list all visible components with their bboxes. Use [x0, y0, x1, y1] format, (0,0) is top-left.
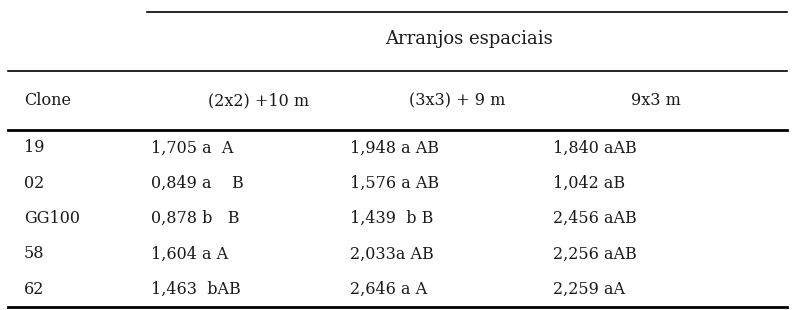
Text: 19: 19: [24, 140, 45, 156]
Text: (2x2) +10 m: (2x2) +10 m: [207, 92, 309, 109]
Text: 1,439  b B: 1,439 b B: [350, 210, 433, 227]
Text: 2,256 aAB: 2,256 aAB: [553, 246, 636, 262]
Text: 1,463  bAB: 1,463 bAB: [151, 281, 241, 298]
Text: 0,849 a    B: 0,849 a B: [151, 175, 244, 192]
Text: 1,604 a A: 1,604 a A: [151, 246, 228, 262]
Text: 1,948 a AB: 1,948 a AB: [350, 140, 439, 156]
Text: 1,840 aAB: 1,840 aAB: [553, 140, 636, 156]
Text: 62: 62: [24, 281, 45, 298]
Text: 02: 02: [24, 175, 44, 192]
Text: Arranjos espaciais: Arranjos espaciais: [385, 30, 553, 48]
Text: 2,259 aA: 2,259 aA: [553, 281, 625, 298]
Text: Clone: Clone: [24, 92, 71, 109]
Text: 9x3 m: 9x3 m: [631, 92, 681, 109]
Text: 1,576 a AB: 1,576 a AB: [350, 175, 439, 192]
Text: (3x3) + 9 m: (3x3) + 9 m: [409, 92, 506, 109]
Text: 1,705 a  A: 1,705 a A: [151, 140, 234, 156]
Text: 2,456 aAB: 2,456 aAB: [553, 210, 636, 227]
Text: 2,033a AB: 2,033a AB: [350, 246, 433, 262]
Text: 2,646 a A: 2,646 a A: [350, 281, 427, 298]
Text: GG100: GG100: [24, 210, 80, 227]
Text: 1,042 aB: 1,042 aB: [553, 175, 625, 192]
Text: 0,878 b   B: 0,878 b B: [151, 210, 239, 227]
Text: 58: 58: [24, 246, 45, 262]
